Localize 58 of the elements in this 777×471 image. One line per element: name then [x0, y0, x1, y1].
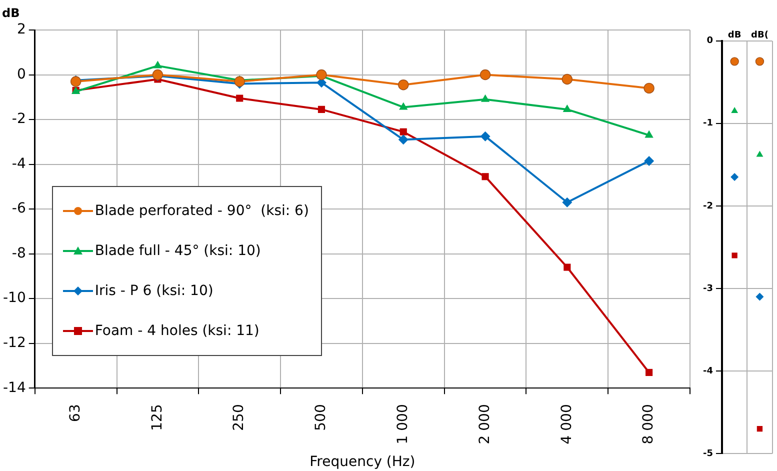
x-tick-label: 2 000 — [476, 404, 493, 444]
x-tick-label: 250 — [231, 404, 248, 431]
legend-label: Iris - P 6 (ksi: 10) — [94, 283, 214, 300]
point — [644, 130, 654, 138]
point — [644, 82, 654, 94]
point — [644, 156, 654, 166]
y-tick-label: -12 — [2, 334, 26, 351]
y-tick-label: -3 — [703, 284, 713, 294]
legend-label: Blade perforated - 90° (ksi: 6) — [94, 203, 309, 220]
point — [562, 197, 572, 208]
y-tick-label: -10 — [2, 290, 26, 306]
point — [480, 94, 490, 102]
y-axis-title: dB — [2, 6, 20, 20]
x-tick-label: 4 000 — [558, 404, 575, 444]
y-tick-label: -6 — [12, 200, 26, 217]
point — [399, 102, 408, 110]
point — [756, 150, 764, 157]
point — [562, 74, 573, 85]
point — [562, 104, 572, 112]
point — [732, 252, 738, 258]
y-tick-label: -5 — [703, 448, 713, 459]
y-tick-label: -4 — [703, 366, 713, 376]
point — [318, 106, 326, 113]
legend-label: Foam - 4 holes (ksi: 11) — [94, 323, 260, 340]
y-tick-label: 0 — [706, 36, 713, 46]
y-tick-label: -8 — [12, 245, 26, 262]
x-tick-label: 500 — [313, 404, 330, 431]
point — [755, 57, 764, 66]
point — [731, 106, 738, 113]
point — [730, 57, 739, 66]
y-tick-label: 0 — [16, 66, 26, 82]
y-tick-label: 2 — [16, 22, 26, 38]
y-tick-label: -2 — [703, 201, 713, 212]
point — [236, 94, 244, 102]
point — [234, 76, 245, 87]
x-tick-label: 8 000 — [640, 404, 657, 444]
point — [564, 264, 571, 271]
y-tick-label: -1 — [703, 118, 713, 129]
point — [400, 128, 407, 136]
point — [730, 173, 739, 182]
y-tick-label: -14 — [2, 380, 26, 396]
y-tick-label: -2 — [12, 111, 26, 128]
x-axis-title: Frequency (Hz) — [310, 454, 416, 470]
point — [482, 173, 489, 180]
point — [756, 426, 763, 432]
x-tick-label: 1 000 — [395, 404, 412, 444]
point — [153, 60, 162, 68]
y-tick-label: -4 — [12, 156, 26, 172]
legend-label: Blade full - 45° (ksi: 10) — [94, 243, 261, 260]
point — [480, 131, 490, 142]
x-tick-label: dB( — [751, 30, 768, 41]
point — [398, 79, 409, 90]
point — [756, 292, 764, 301]
point — [480, 69, 491, 80]
x-tick-label: 63 — [67, 404, 84, 422]
x-tick-label: 125 — [149, 404, 166, 431]
point — [646, 368, 653, 376]
point — [398, 134, 408, 145]
